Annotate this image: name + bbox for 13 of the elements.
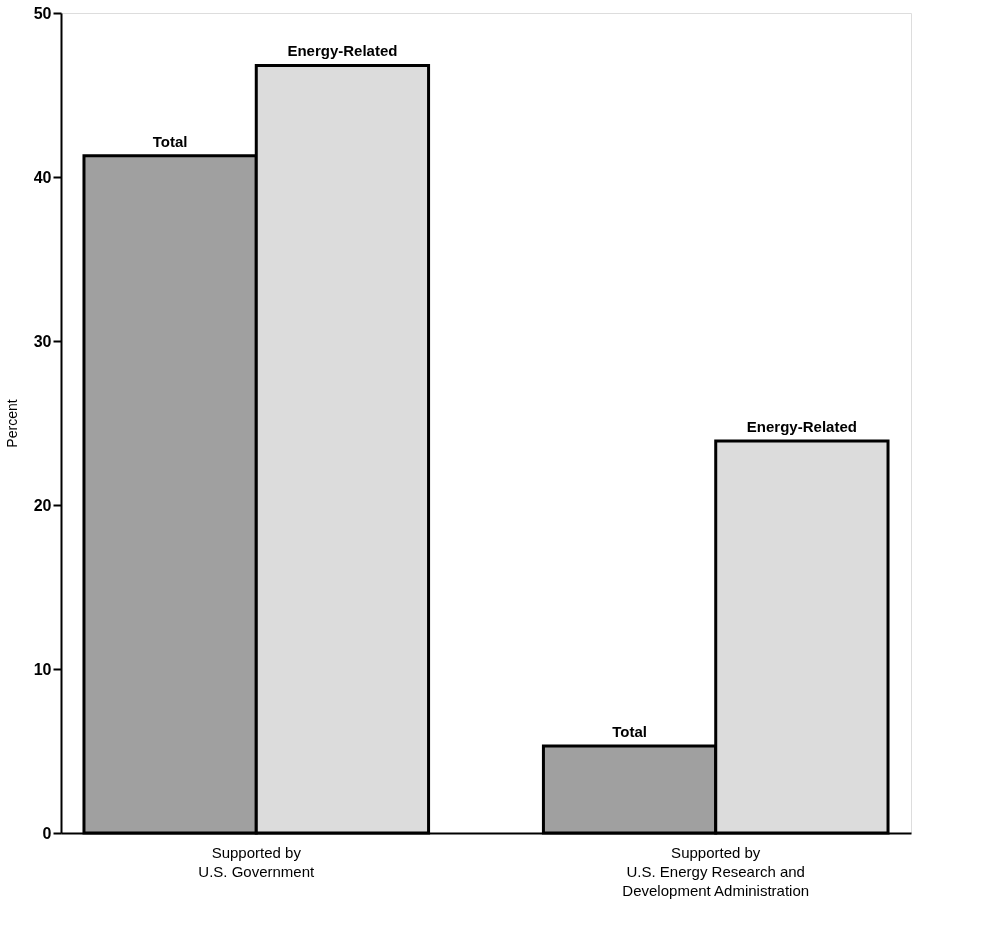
y-tick-label: 50	[33, 4, 52, 22]
series-label: Energy-Related	[746, 418, 857, 436]
text: Total	[612, 723, 647, 741]
x-tick-label: Supported by U.S. Government	[198, 843, 316, 880]
y-axis-title: Percent	[3, 399, 20, 448]
series-label: Total	[152, 132, 188, 150]
y-tick-label: 0	[42, 824, 52, 842]
y-tick-label: 30	[33, 332, 52, 350]
y-tick-label: 40	[33, 168, 52, 186]
y-tick-label: 10	[33, 660, 52, 678]
text: Energy-Related	[287, 42, 398, 60]
y-tick-label: 20	[33, 496, 52, 514]
x-tick-label: Supported by U.S. Energy Research and Development Administration	[622, 843, 810, 899]
